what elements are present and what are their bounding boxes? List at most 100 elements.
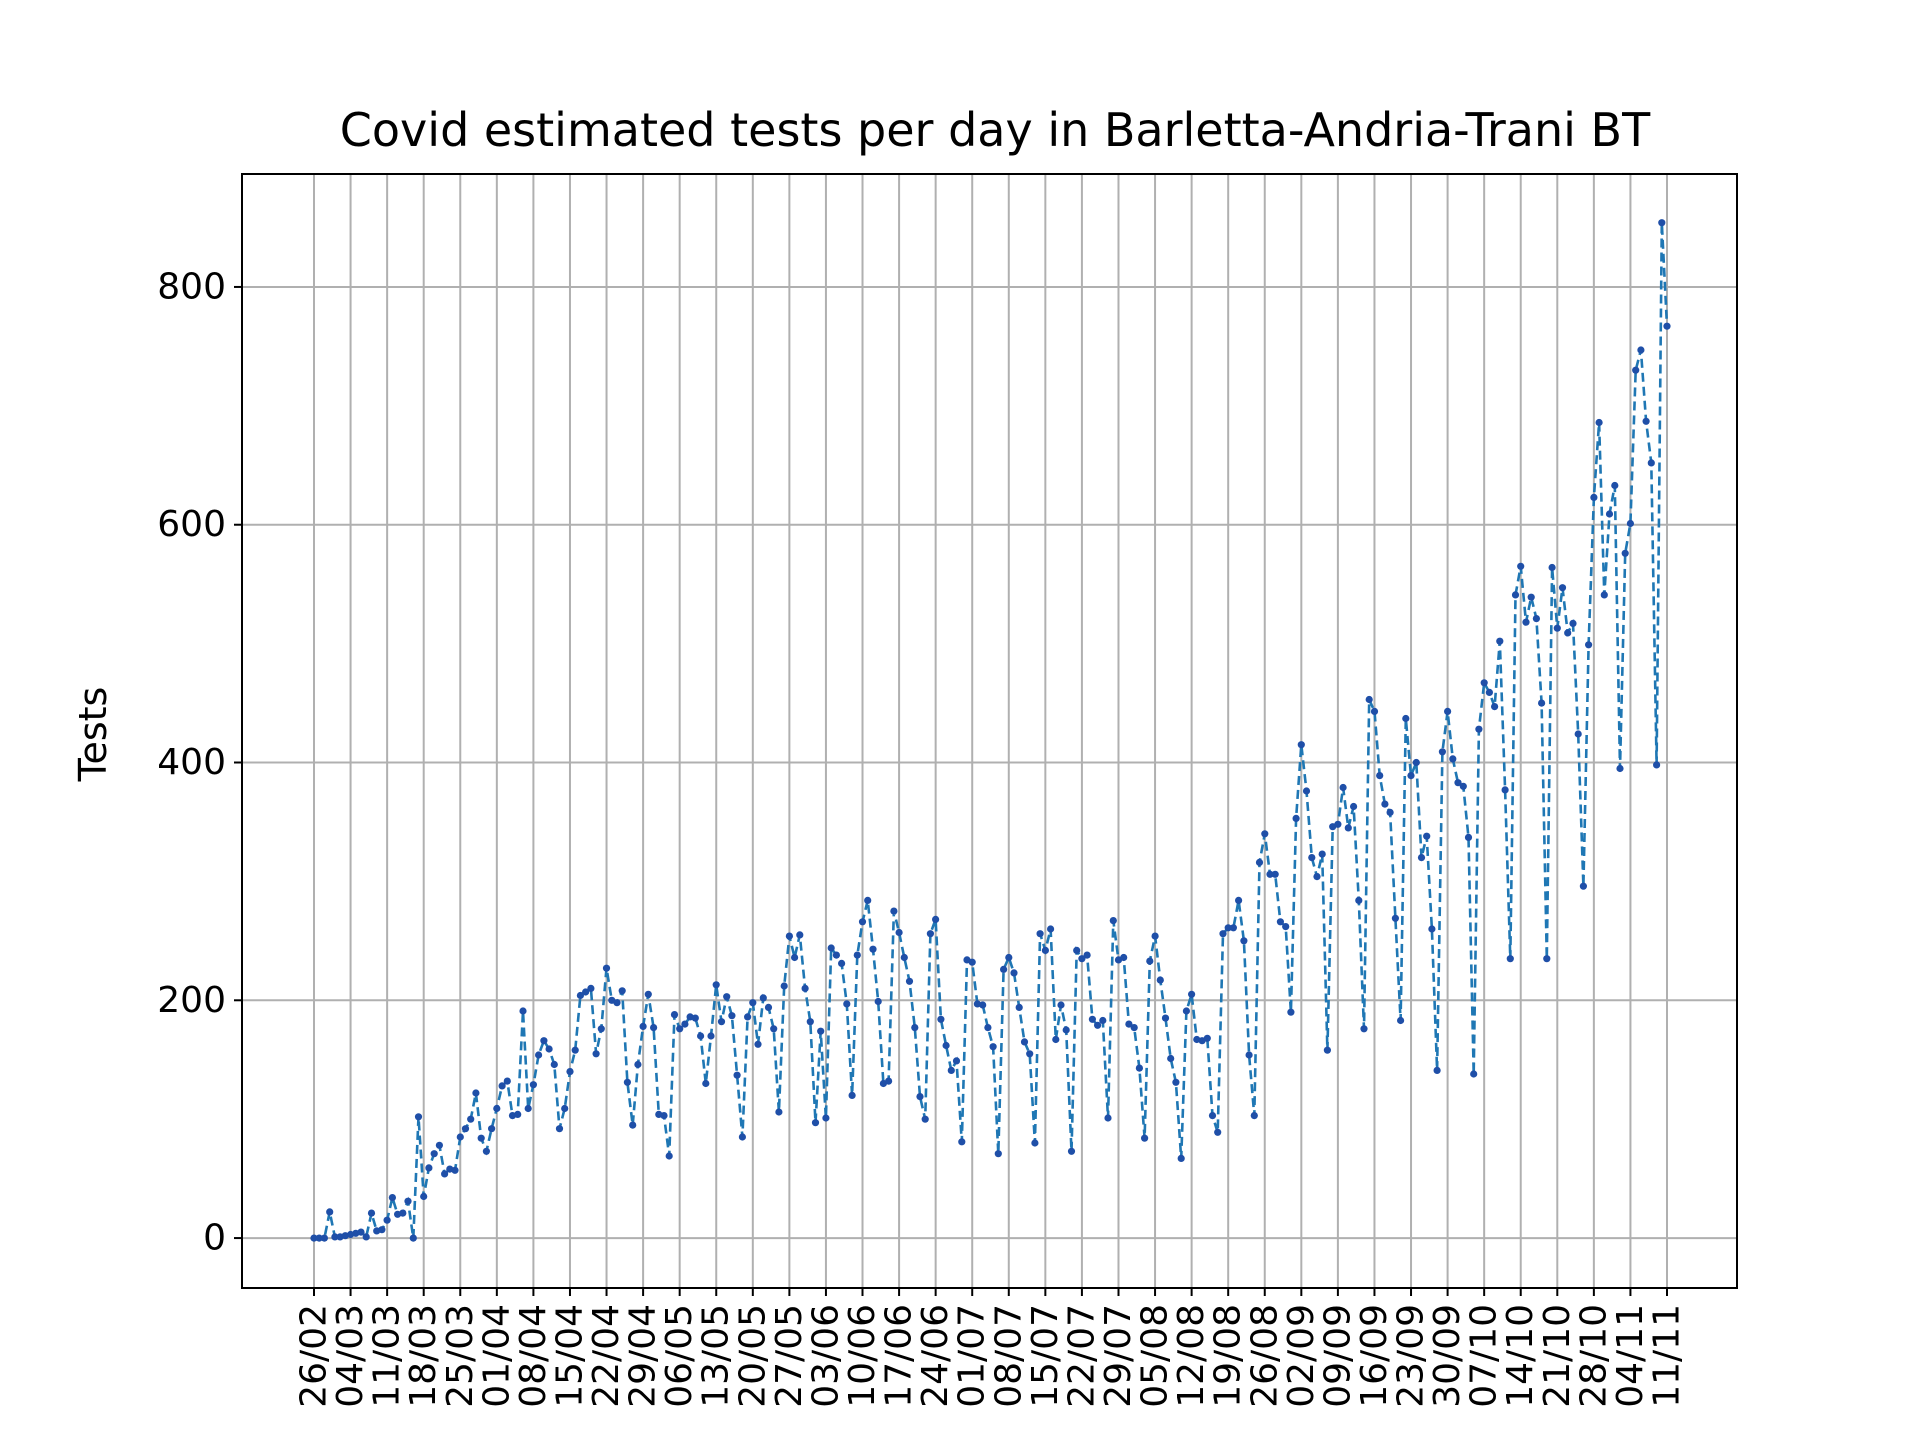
data-point — [1653, 761, 1661, 769]
data-point — [1099, 1016, 1107, 1025]
data-point — [780, 982, 788, 990]
data-point — [362, 1233, 370, 1241]
data-point — [1240, 937, 1248, 945]
data-point — [1292, 814, 1300, 823]
data-point — [984, 1024, 992, 1032]
data-point — [1365, 695, 1373, 704]
data-point — [1245, 1051, 1253, 1059]
x-tick-label: 24/06 — [915, 1304, 956, 1408]
data-point — [529, 1081, 538, 1089]
x-tick-label: 16/09 — [1354, 1304, 1395, 1408]
data-point — [1647, 459, 1655, 467]
data-point — [1266, 870, 1274, 878]
data-point — [1637, 346, 1645, 354]
x-tick-label: 02/09 — [1281, 1304, 1322, 1408]
data-point — [1083, 951, 1091, 959]
series-tests — [310, 219, 1671, 1242]
data-point — [1632, 366, 1640, 374]
data-point — [968, 958, 976, 966]
data-point — [587, 984, 595, 993]
data-point — [1663, 322, 1671, 330]
data-point — [1094, 1021, 1102, 1029]
data-point — [524, 1104, 532, 1113]
data-point — [555, 1125, 564, 1133]
data-point — [1318, 850, 1326, 858]
x-tick-label: 19/08 — [1208, 1304, 1249, 1408]
data-point — [1433, 1066, 1441, 1074]
x-tick-label: 23/09 — [1391, 1304, 1432, 1408]
y-axis-label: Tests — [71, 687, 115, 783]
data-point — [770, 1025, 778, 1033]
x-tick-label: 04/11 — [1610, 1304, 1651, 1408]
data-point — [958, 1138, 966, 1146]
data-point — [1313, 873, 1321, 881]
data-point — [1041, 946, 1049, 955]
data-point — [749, 999, 757, 1007]
x-tick-label: 01/07 — [952, 1304, 993, 1408]
data-point — [1402, 714, 1410, 723]
data-point — [613, 999, 621, 1007]
data-point — [1120, 953, 1128, 962]
x-tick-label: 22/07 — [1061, 1304, 1102, 1408]
data-point — [1491, 703, 1499, 711]
data-point — [947, 1066, 955, 1074]
data-point — [310, 1234, 318, 1242]
data-point — [796, 931, 804, 939]
x-tick-label: 08/04 — [513, 1304, 554, 1408]
data-point — [1501, 786, 1509, 794]
data-point — [451, 1166, 459, 1174]
data-point — [1370, 707, 1379, 716]
data-point — [399, 1209, 407, 1217]
y-tick-label: 200 — [157, 980, 226, 1021]
data-point — [571, 1046, 579, 1054]
data-point — [801, 984, 809, 993]
data-point — [1350, 802, 1358, 811]
data-point — [498, 1082, 506, 1090]
data-point — [1104, 1114, 1112, 1122]
x-tick-label: 26/08 — [1244, 1304, 1285, 1408]
data-point — [644, 990, 652, 998]
data-point — [1020, 1038, 1029, 1046]
data-point — [942, 1041, 950, 1050]
data-point — [733, 1071, 741, 1079]
data-point — [697, 1032, 705, 1040]
data-point — [1271, 870, 1279, 878]
data-point — [1229, 924, 1237, 932]
data-point — [315, 1234, 323, 1242]
data-point — [723, 993, 731, 1001]
data-point — [827, 944, 835, 952]
grid-lines — [242, 174, 1737, 1288]
axis-ticks: 26/0204/0311/0318/0325/0301/0408/0415/04… — [157, 266, 1687, 1407]
data-point — [441, 1170, 449, 1178]
data-point — [367, 1209, 376, 1217]
data-point — [503, 1077, 511, 1085]
data-point — [1590, 493, 1598, 501]
data-point — [712, 981, 720, 989]
x-tick-label: 15/04 — [549, 1304, 590, 1408]
data-point — [890, 907, 898, 915]
data-point — [1297, 741, 1305, 749]
chart-title: Covid estimated tests per day in Barlett… — [340, 103, 1651, 157]
data-point — [1172, 1078, 1180, 1086]
data-point — [921, 1115, 929, 1123]
data-point — [1355, 896, 1363, 905]
data-point — [1605, 510, 1614, 518]
data-point — [535, 1051, 543, 1059]
x-tick-label: 29/07 — [1098, 1304, 1139, 1408]
data-point — [1444, 707, 1452, 716]
x-tick-label: 28/10 — [1573, 1304, 1614, 1408]
data-point — [1417, 854, 1426, 862]
data-point — [811, 1119, 820, 1127]
data-point — [1548, 563, 1556, 572]
x-tick-label: 11/03 — [367, 1304, 408, 1408]
data-point — [1282, 923, 1290, 931]
data-point — [566, 1068, 574, 1076]
data-point — [1574, 730, 1582, 738]
data-point — [916, 1093, 924, 1101]
data-point — [1052, 1035, 1060, 1044]
data-point — [1407, 772, 1415, 780]
data-point — [1470, 1070, 1478, 1078]
data-point — [1255, 858, 1264, 867]
x-tick-label: 20/05 — [732, 1304, 773, 1408]
x-tick-label: 12/08 — [1171, 1304, 1212, 1408]
